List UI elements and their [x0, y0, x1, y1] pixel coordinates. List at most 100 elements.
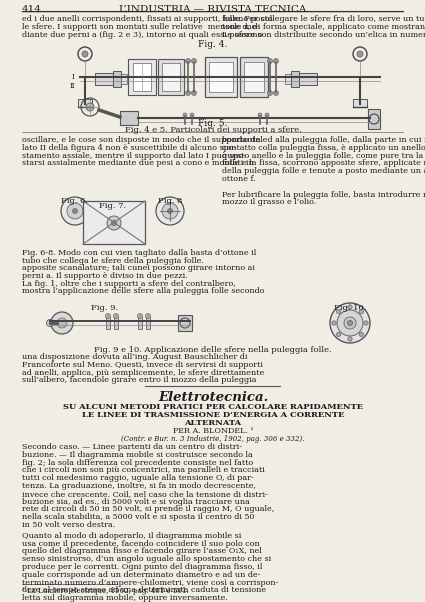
Bar — [178, 315, 192, 331]
Text: I: I — [72, 73, 75, 81]
Text: nella scala stabilita, a 5000 volt e si sposta il centro di 50: nella scala stabilita, a 5000 volt e si … — [22, 513, 255, 521]
Circle shape — [167, 208, 173, 214]
Bar — [133, 63, 151, 91]
Text: PER A. BLONDEL. ¹: PER A. BLONDEL. ¹ — [173, 427, 253, 435]
Text: Fig. 6-8. Modo con cui vien tagliato dalla basta d’ottone il: Fig. 6-8. Modo con cui vien tagliato dal… — [22, 249, 256, 257]
Text: ad anelli, applica, più semplicemente, le sfere direttamente: ad anelli, applica, più semplicemente, l… — [22, 368, 264, 377]
Text: sull’albero, facendole girare entro il mozzo della puleggia: sull’albero, facendole girare entro il m… — [22, 376, 257, 385]
Circle shape — [105, 314, 111, 318]
Text: Fig. 9.: Fig. 9. — [91, 304, 119, 312]
Circle shape — [82, 51, 88, 57]
Circle shape — [348, 305, 352, 309]
Circle shape — [258, 113, 262, 117]
Circle shape — [359, 332, 363, 337]
Text: tubo che collega le sfere della puleggia folle.: tubo che collega le sfere della puleggia… — [22, 257, 204, 265]
Bar — [299, 73, 317, 85]
Circle shape — [113, 314, 119, 318]
Circle shape — [344, 317, 356, 329]
Circle shape — [357, 51, 363, 57]
Bar — [244, 62, 264, 92]
Text: quale corrisponde ad un determinato diametro e ad un de-: quale corrisponde ad un determinato diam… — [22, 571, 261, 579]
Circle shape — [111, 220, 116, 226]
Circle shape — [265, 113, 269, 117]
Circle shape — [274, 58, 278, 63]
Text: Secondo caso. — Linee partenti da un centro di distri-: Secondo caso. — Linee partenti da un cen… — [22, 443, 242, 451]
Text: Fig. 8: Fig. 8 — [158, 197, 182, 205]
Bar — [291, 71, 299, 87]
Text: La fig. 1, oltre che i supporti a sfere del contralbero,: La fig. 1, oltre che i supporti a sfere … — [22, 279, 236, 288]
Text: mozzo il grasso e l’olio.: mozzo il grasso e l’olio. — [222, 199, 316, 206]
Circle shape — [330, 303, 370, 343]
Text: Fig. 4.: Fig. 4. — [198, 40, 228, 49]
Bar — [162, 63, 180, 91]
Bar — [368, 109, 380, 129]
Bar — [158, 59, 184, 95]
Text: ed i due anelli corrispondenti, fissati ai supporti, hanno posto: ed i due anelli corrispondenti, fissati … — [22, 15, 272, 23]
Circle shape — [192, 90, 196, 96]
Bar — [78, 99, 92, 107]
Circle shape — [183, 113, 187, 117]
Bar — [128, 59, 156, 95]
Circle shape — [86, 103, 94, 111]
Circle shape — [61, 197, 89, 225]
Text: contatto colla puleggia fissa, è applicato un anello a. Tra: contatto colla puleggia fissa, è applica… — [222, 144, 425, 152]
Text: tutti col medesimo raggio, uguale alla tensione O, di par-: tutti col medesimo raggio, uguale alla t… — [22, 474, 254, 482]
Text: Elettrotecnica.: Elettrotecnica. — [158, 391, 268, 404]
Text: una disposizione dovuta all’ing. August Bauschlicher di: una disposizione dovuta all’ing. August … — [22, 353, 247, 361]
Text: oscillare, e le cose son disposte in modo che il supporto dal: oscillare, e le cose son disposte in mod… — [22, 136, 263, 144]
Text: Fig. 9 e 10. Applicazione delle sfere nella puleggia folle.: Fig. 9 e 10. Applicazione delle sfere ne… — [94, 346, 332, 354]
Text: Fig. 6.: Fig. 6. — [62, 197, 88, 205]
Circle shape — [348, 337, 352, 341]
Bar — [205, 57, 237, 97]
Bar — [120, 111, 138, 125]
Text: quello del diagramma fisso e facendo girare l’asse O₁X, nel: quello del diagramma fisso e facendo gir… — [22, 547, 262, 556]
Text: Francoforte sul Meno. Questi, invece di servirsi di supporti: Francoforte sul Meno. Questi, invece di … — [22, 361, 263, 369]
Circle shape — [332, 321, 336, 325]
Circle shape — [364, 321, 368, 325]
Text: stamento assiale, mentre il supporto dal lato I può spo-: stamento assiale, mentre il supporto dal… — [22, 152, 246, 160]
Bar — [114, 317, 118, 329]
Text: terminato numero d’ampere-chilometri, viene così a corrispon-: terminato numero d’ampere-chilometri, vi… — [22, 579, 278, 586]
Text: starsi assialmente mediante due pesi a cono e montati in: starsi assialmente mediante due pesi a c… — [22, 160, 254, 167]
Text: lato II della figura 4 non è suscettibile di alcuno spo-: lato II della figura 4 non è suscettibil… — [22, 144, 236, 152]
Circle shape — [145, 314, 150, 318]
Bar — [83, 201, 145, 244]
Circle shape — [138, 314, 142, 318]
Text: L’INDUSTRIA — RIVISTA TECNICA: L’INDUSTRIA — RIVISTA TECNICA — [119, 5, 307, 14]
Circle shape — [156, 197, 184, 225]
Circle shape — [190, 113, 194, 117]
Text: letta sul diagramma mobile, oppure inversamente.: letta sul diagramma mobile, oppure inver… — [22, 594, 228, 602]
Circle shape — [46, 320, 54, 326]
Circle shape — [67, 203, 83, 219]
Text: Quanto al modo di adoperarlo, il diagramma mobile si: Quanto al modo di adoperarlo, il diagram… — [22, 532, 241, 540]
Text: invece che crescente. Coìl, nel caso che la tensione di distri-: invece che crescente. Coìl, nel caso che… — [22, 490, 268, 498]
Text: folle e la fissa, scorrono apposite sfere, applicate nel mozzo: folle e la fissa, scorrono apposite sfer… — [222, 160, 425, 167]
Text: buzione. — Il diagramma mobile si costruisce secondo la: buzione. — Il diagramma mobile si costru… — [22, 451, 253, 459]
Text: della puleggia folle e tenute a posto mediante un anello di: della puleggia folle e tenute a posto me… — [222, 167, 425, 175]
Text: Fig. 4 e 5. Particolari dei supporti a sfere.: Fig. 4 e 5. Particolari dei supporti a s… — [125, 126, 301, 134]
Text: ALTERNATA: ALTERNATA — [184, 419, 241, 427]
Circle shape — [185, 58, 190, 63]
Text: SU ALCUNI METODI PRATICI PER CALCOLARE RAPIDAMENTE: SU ALCUNI METODI PRATICI PER CALCOLARE R… — [63, 403, 363, 411]
Text: bondante ed alla puleggia folle, dalla parte in cui non è a: bondante ed alla puleggia folle, dalla p… — [222, 136, 425, 144]
Text: LE LINEE DI TRASMISSIONE D’ENERGIA A CORRENTE: LE LINEE DI TRASMISSIONE D’ENERGIA A COR… — [82, 411, 344, 419]
Circle shape — [359, 309, 363, 314]
Text: Fig. 7.: Fig. 7. — [99, 202, 127, 210]
Circle shape — [348, 320, 352, 326]
Text: tone d, di forma speciale, applicato come mostrano le fig. 4-10.: tone d, di forma speciale, applicato com… — [222, 23, 425, 31]
Text: le sfere. I supporti son montati sulle relative  mensole me-: le sfere. I supporti son montati sulle r… — [22, 23, 259, 31]
Circle shape — [337, 309, 341, 314]
Circle shape — [73, 208, 77, 214]
Text: 414: 414 — [22, 5, 42, 14]
Circle shape — [337, 310, 363, 336]
Circle shape — [107, 216, 121, 230]
Bar — [240, 57, 268, 97]
Text: rete di circoli di 50 in 50 volt, si prende il raggio M, O uguale,: rete di circoli di 50 in 50 volt, si pre… — [22, 506, 274, 514]
Text: (Contr. e Bur. n. 3 Industrie, 1902, pag. 306 e 332).: (Contr. e Bur. n. 3 Industrie, 1902, pag… — [121, 435, 305, 443]
Text: folle. Per collegare le sfere fra di loro, serve un tubo di ot-: folle. Per collegare le sfere fra di lor… — [222, 15, 425, 23]
Text: ottone f.: ottone f. — [222, 175, 256, 183]
Circle shape — [185, 90, 190, 96]
Text: apposite scanalature; tali cunei possono girare intorno ai: apposite scanalature; tali cunei possono… — [22, 264, 255, 272]
Circle shape — [162, 203, 178, 219]
Text: Fig. 10.: Fig. 10. — [334, 304, 366, 312]
